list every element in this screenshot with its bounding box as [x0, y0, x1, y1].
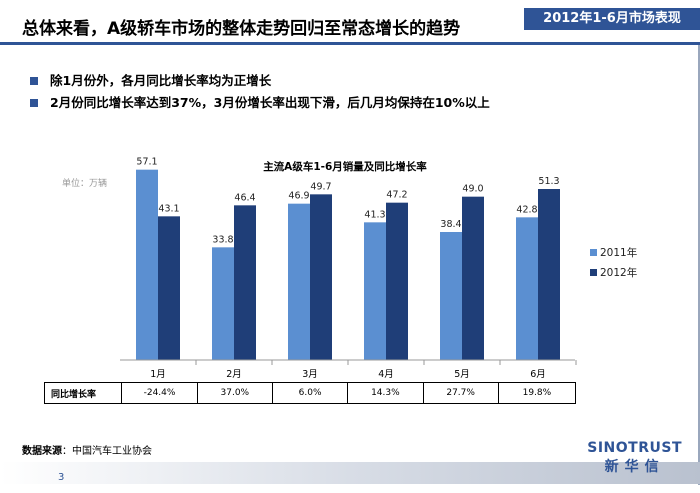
x-tick-label: 2月: [226, 369, 242, 380]
bar-2011: [136, 169, 158, 360]
bar-2012: [234, 205, 256, 360]
bar-2011: [288, 203, 310, 360]
data-label: 46.4: [234, 192, 255, 203]
data-label: 49.0: [462, 184, 483, 195]
bar-2011: [516, 217, 538, 360]
data-label: 47.2: [386, 190, 407, 201]
data-label: 38.4: [440, 219, 461, 230]
data-label: 49.7: [310, 181, 331, 192]
bar-2012: [462, 196, 484, 360]
legend-swatch: [590, 269, 597, 276]
x-tick-labels: 1月 2月 3月 4月 5月 6月: [150, 360, 577, 380]
logo-en: SINOTRUST: [587, 440, 682, 456]
bar-2012: [538, 189, 560, 360]
data-label: 57.1: [136, 157, 157, 168]
bar-2012: [386, 202, 408, 360]
bullet-item: 2月份同比增长率达到37%，3月份增长率出现下滑，后几月均保持在10%以上: [28, 92, 668, 114]
period-badge: 2012年1-6月市场表现: [524, 8, 700, 30]
footer-bar: [0, 462, 700, 484]
side-divider: [698, 45, 700, 485]
bar-2011: [440, 232, 462, 360]
bar-2012: [310, 194, 332, 360]
bar-2012: [158, 216, 180, 360]
square-bullet-icon: [30, 77, 38, 85]
growth-cell: 27.7%: [422, 383, 498, 403]
growth-cell: 19.8%: [497, 383, 575, 403]
growth-row-label: 同比增长率: [51, 389, 97, 400]
legend-label: 2011年: [600, 246, 637, 259]
page-title: 总体来看，A级轿车市场的整体走势回归至常态增长的趋势: [22, 19, 461, 39]
legend-swatch: [590, 249, 597, 256]
data-label: 43.1: [158, 203, 179, 214]
data-label: 33.8: [212, 234, 233, 245]
sinotrust-logo: SINOTRUST 新华信: [587, 440, 682, 476]
growth-cell: 6.0%: [271, 383, 347, 403]
growth-cell: -24.4%: [121, 383, 196, 403]
bullet-list: 除1月份外，各月同比增长率均为正增长 2月份同比增长率达到37%，3月份增长率出…: [28, 70, 668, 114]
logo-cn: 新华信: [604, 459, 665, 475]
growth-cell: 37.0%: [196, 383, 272, 403]
bullet-text: 除1月份外，各月同比增长率均为正增长: [50, 73, 272, 88]
bullet-item: 除1月份外，各月同比增长率均为正增长: [28, 70, 668, 92]
legend: 2011年 2012年: [590, 246, 637, 279]
bar-2011: [364, 222, 386, 360]
source-text: ：中国汽车工业协会: [62, 446, 152, 457]
growth-cell: 14.3%: [347, 383, 422, 403]
data-label: 51.3: [538, 176, 559, 187]
data-label: 42.8: [516, 204, 537, 215]
x-tick-label: 6月: [530, 369, 546, 380]
legend-label: 2012年: [600, 266, 637, 279]
source-label: 数据来源: [22, 446, 62, 457]
bullet-text: 2月份同比增长率达到37%，3月份增长率出现下滑，后几月均保持在10%以上: [50, 95, 490, 110]
title-divider: [0, 42, 700, 45]
data-label: 46.9: [288, 191, 309, 202]
chart-title: 主流A级车1-6月销量及同比增长率: [263, 160, 427, 173]
x-tick-label: 3月: [302, 369, 318, 380]
source-note: 数据来源：中国汽车工业协会: [22, 442, 152, 457]
data-label: 41.3: [364, 209, 385, 220]
bars-group: 57.1 43.1 33.8 46.4 46.949.7 41.347.2 38.4 49.0…: [136, 157, 560, 360]
x-tick-label: 4月: [378, 369, 394, 380]
page-number: 3: [58, 472, 65, 483]
x-tick-label: 5月: [454, 369, 470, 380]
x-tick-label: 1月: [150, 369, 166, 380]
bar-2011: [212, 247, 234, 360]
growth-rate-table: 同比增长率 -24.4% 37.0% 6.0% 14.3% 27.7% 19.8…: [44, 382, 576, 404]
square-bullet-icon: [30, 99, 38, 107]
unit-label: 单位：万辆: [62, 177, 107, 189]
